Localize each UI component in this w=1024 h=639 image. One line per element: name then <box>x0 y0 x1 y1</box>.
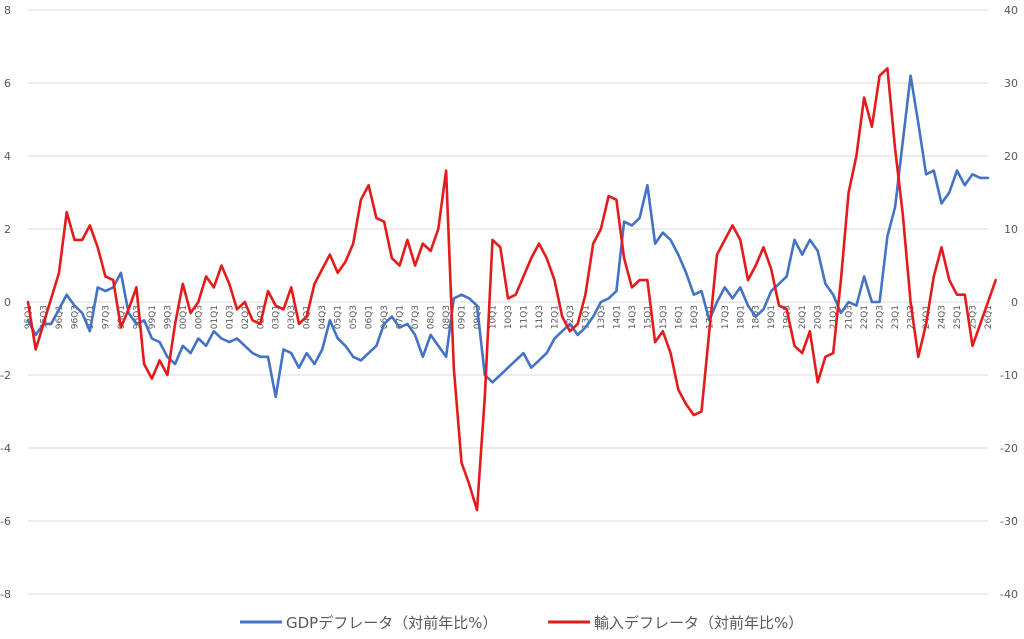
right-y-tick-label: 20 <box>1004 150 1018 163</box>
x-tick-label: 01Q1 <box>210 305 220 329</box>
right-y-tick-label: -40 <box>1000 588 1018 601</box>
right-y-tick-label: -10 <box>1000 369 1018 382</box>
x-tick-label: 19Q1 <box>767 305 777 329</box>
legend: GDPデフレータ（対前年比%） 輸入デフレータ（対前年比%） <box>240 614 803 632</box>
x-tick-label: 08Q1 <box>427 305 437 329</box>
x-tick-label: 14Q3 <box>628 305 638 329</box>
x-tick-label: 26Q1 <box>984 305 994 329</box>
left-y-tick-label: -2 <box>0 369 11 382</box>
x-tick-label: 97Q1 <box>86 305 96 329</box>
x-tick-label: 15Q3 <box>659 305 669 329</box>
left-y-tick-label: 2 <box>4 223 11 236</box>
right-y-axis: 40 30 20 10 0 -10 -20 -30 -40 <box>1000 4 1018 601</box>
left-y-tick-label: -8 <box>0 588 11 601</box>
x-tick-label: 98Q3 <box>132 305 142 329</box>
x-tick-label: 18Q1 <box>736 305 746 329</box>
x-tick-label: 07Q1 <box>396 305 406 329</box>
x-tick-label: 97Q3 <box>101 305 111 329</box>
left-y-tick-label: -4 <box>0 442 11 455</box>
x-tick-label: 99Q3 <box>163 305 173 329</box>
series-line-import-deflator <box>26 67 998 512</box>
x-tick-label: 06Q1 <box>365 305 375 329</box>
x-tick-label: 99Q1 <box>148 305 158 329</box>
series-line-gdp-deflator <box>26 74 990 399</box>
x-tick-label: 03Q1 <box>272 305 282 329</box>
x-tick-label: 23Q1 <box>891 305 901 329</box>
x-tick-label: 98Q1 <box>117 305 127 329</box>
x-tick-label: 00Q3 <box>194 305 204 329</box>
left-y-tick-label: -6 <box>0 515 11 528</box>
x-tick-label: 08Q3 <box>442 305 452 329</box>
left-y-tick-label: 8 <box>4 4 11 17</box>
right-y-tick-label: 0 <box>1011 296 1018 309</box>
right-y-tick-label: 30 <box>1004 77 1018 90</box>
x-tick-label: 07Q3 <box>411 305 421 329</box>
left-y-tick-label: 6 <box>4 77 11 90</box>
x-tick-label: 10Q3 <box>504 305 514 329</box>
x-tick-label: 04Q3 <box>318 305 328 329</box>
right-y-tick-label: 40 <box>1004 4 1018 17</box>
x-tick-label: 22Q1 <box>860 305 870 329</box>
x-tick-label: 20Q3 <box>814 305 824 329</box>
x-tick-label: 15Q1 <box>643 305 653 329</box>
x-tick-label: 16Q3 <box>690 305 700 329</box>
x-tick-label: 95Q1 <box>24 305 34 329</box>
x-tick-label: 11Q1 <box>519 305 529 329</box>
left-y-tick-label: 0 <box>4 296 11 309</box>
x-tick-label: 25Q3 <box>969 305 979 329</box>
x-axis: 95Q1 95Q3 96Q1 96Q3 97Q1 97Q3 98Q1 98Q3 99Q1 99Q3… <box>24 305 994 329</box>
right-y-tick-label: -20 <box>1000 442 1018 455</box>
right-y-tick-label: -30 <box>1000 515 1018 528</box>
x-tick-label: 11Q3 <box>535 305 545 329</box>
x-tick-label: 10Q1 <box>489 305 499 329</box>
x-tick-label: 21Q1 <box>829 305 839 329</box>
x-tick-label: 25Q1 <box>953 305 963 329</box>
x-tick-label: 21Q3 <box>845 305 855 329</box>
plot-area <box>26 67 998 512</box>
left-y-axis: 8 6 4 2 0 -2 -4 -6 -8 <box>0 4 11 601</box>
x-tick-label: 05Q1 <box>334 305 344 329</box>
x-tick-label: 13Q1 <box>581 305 591 329</box>
legend-label: 輸入デフレータ（対前年比%） <box>594 614 803 632</box>
left-y-tick-label: 4 <box>4 150 11 163</box>
x-tick-label: 12Q3 <box>566 305 576 329</box>
x-tick-label: 05Q3 <box>349 305 359 329</box>
x-tick-label: 22Q3 <box>876 305 886 329</box>
x-tick-label: 12Q1 <box>550 305 560 329</box>
x-tick-label: 03Q3 <box>287 305 297 329</box>
x-tick-label: 17Q3 <box>721 305 731 329</box>
x-tick-label: 24Q3 <box>938 305 948 329</box>
x-tick-label: 96Q3 <box>70 305 80 329</box>
x-tick-label: 01Q3 <box>225 305 235 329</box>
x-tick-label: 20Q1 <box>798 305 808 329</box>
x-tick-label: 02Q1 <box>241 305 251 329</box>
legend-label: GDPデフレータ（対前年比%） <box>286 614 497 632</box>
x-tick-label: 09Q1 <box>458 305 468 329</box>
x-tick-label: 00Q1 <box>179 305 189 329</box>
x-tick-label: 06Q3 <box>380 305 390 329</box>
x-tick-label: 16Q1 <box>674 305 684 329</box>
x-tick-label: 13Q3 <box>597 305 607 329</box>
x-tick-label: 96Q1 <box>55 305 65 329</box>
x-tick-label: 14Q1 <box>612 305 622 329</box>
right-y-tick-label: 10 <box>1004 223 1018 236</box>
gridlines <box>28 9 988 595</box>
